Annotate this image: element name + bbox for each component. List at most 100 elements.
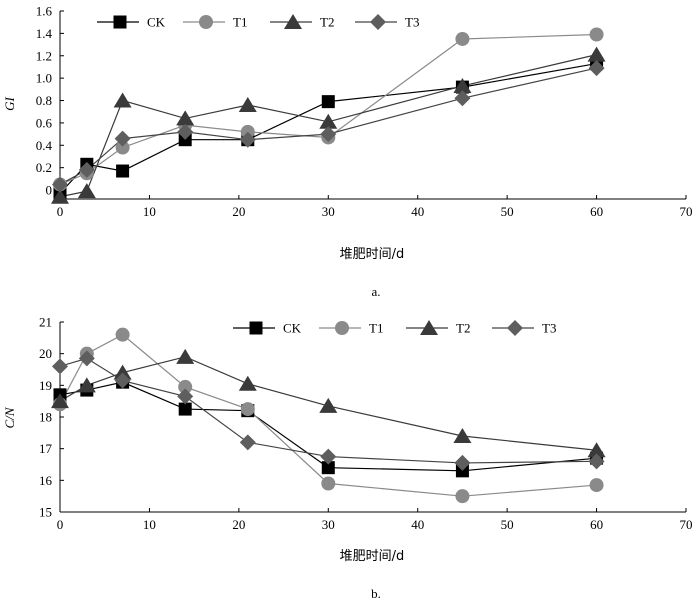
data-point-t1 [455, 31, 470, 46]
data-point-t3 [52, 176, 68, 193]
legend-marker-ck [113, 15, 127, 29]
x-tick-label: 0 [57, 204, 64, 219]
x-tick-label: 0 [57, 517, 64, 532]
legend-label-t3: T3 [405, 15, 419, 30]
x-tick-label: 20 [232, 204, 245, 219]
y-tick-label: 1.6 [36, 4, 53, 19]
legend-label-t3: T3 [542, 321, 556, 336]
legend-label-t1: T1 [233, 15, 247, 30]
data-point-t3 [454, 90, 471, 107]
data-point-t3 [588, 60, 605, 77]
data-point-t2 [77, 377, 96, 393]
x-tick-label: 70 [680, 517, 693, 532]
y-tick-label: 20 [39, 346, 52, 361]
legend-marker-t1 [335, 321, 349, 335]
panel-caption: a. [371, 284, 380, 299]
legend-marker-t3 [370, 14, 386, 30]
data-point-t2 [453, 77, 472, 93]
y-tick-label: 18 [39, 410, 52, 425]
data-point-t1 [115, 140, 130, 155]
x-tick-label: 60 [590, 204, 603, 219]
data-point-t3 [320, 126, 337, 143]
data-point-t3 [239, 434, 256, 451]
data-point-t2 [113, 364, 132, 380]
x-axis-label: 堆肥时间/d [340, 247, 405, 262]
data-point-ck [321, 95, 335, 109]
data-point-t2 [77, 183, 96, 199]
y-tick-label: 0.4 [36, 138, 53, 153]
y-tick-label: 1.0 [36, 71, 52, 86]
data-point-t3 [239, 131, 256, 148]
data-point-t2 [453, 428, 472, 443]
legend-label-t2: T2 [456, 321, 470, 336]
x-tick-label: 30 [322, 517, 335, 532]
data-point-t2 [319, 397, 338, 413]
legend-label-ck: CK [147, 15, 166, 30]
data-point-ck [321, 461, 335, 475]
legend-marker-t2 [420, 320, 438, 335]
x-tick-label: 40 [411, 517, 424, 532]
legend-marker-ck [249, 321, 263, 335]
legend-label-ck: CK [283, 321, 302, 336]
data-point-t1 [321, 476, 336, 491]
x-tick-label: 30 [322, 204, 335, 219]
data-point-t1 [115, 327, 130, 342]
x-tick-label: 40 [411, 204, 424, 219]
panel-caption: b. [371, 586, 381, 601]
data-point-t2 [51, 188, 69, 204]
legend-marker-t2 [284, 14, 302, 29]
y-axis-label: GI [2, 96, 17, 110]
y-tick-label: 15 [39, 505, 52, 520]
x-tick-label: 70 [680, 204, 693, 219]
data-point-t2 [238, 375, 257, 391]
data-point-t3 [78, 161, 95, 178]
y-tick-label: 16 [39, 473, 53, 488]
y-tick-label: 1.4 [36, 26, 53, 41]
data-point-t3 [588, 453, 605, 470]
x-axis-label: 堆肥时间/d [340, 549, 405, 564]
data-point-t3 [320, 448, 337, 465]
y-tick-label: 19 [39, 378, 52, 393]
data-point-t2 [51, 393, 69, 409]
data-point-t3 [114, 130, 131, 147]
data-point-t3 [78, 350, 95, 367]
x-tick-label: 50 [501, 517, 514, 532]
y-tick-label: 1.2 [36, 48, 52, 63]
data-point-t2 [587, 442, 606, 458]
legend-marker-t1 [199, 15, 213, 29]
series-line-t3 [59, 357, 597, 464]
data-point-t2 [319, 113, 338, 129]
x-tick-label: 20 [232, 517, 245, 532]
y-tick-label: 21 [39, 315, 52, 330]
data-point-t2 [176, 110, 195, 126]
x-tick-label: 50 [501, 204, 514, 219]
data-point-t1 [240, 402, 255, 417]
y-tick-label: 17 [39, 441, 53, 456]
data-point-t1 [178, 379, 193, 394]
data-point-t2 [176, 348, 195, 364]
y-tick-label: 0.8 [36, 93, 52, 108]
data-point-t2 [238, 97, 257, 112]
y-tick-label: 0.2 [36, 160, 52, 175]
data-point-ck [178, 402, 192, 416]
data-point-t1 [589, 27, 604, 42]
y-tick-label: 0 [46, 183, 53, 198]
data-point-ck [116, 164, 130, 178]
x-tick-label: 10 [143, 517, 156, 532]
series-line-t2 [59, 356, 597, 451]
chart-panel-b: C/N 堆肥时间/d b. 0 10 20 30 40 50 60 70 15 16 17 18 19 2… [2, 315, 693, 602]
y-axis-label: C/N [2, 406, 17, 428]
x-tick-label: 10 [143, 204, 156, 219]
data-point-t2 [587, 46, 606, 62]
data-point-t3 [177, 123, 194, 140]
data-point-t3 [114, 372, 131, 389]
chart-panel-a: GI 堆肥时间/d a. 0 10 20 30 40 50 60 70 0 0.2 0.4 0.6 0.… [2, 4, 693, 300]
y-tick-label: 0.6 [36, 115, 53, 130]
data-point-t3 [177, 388, 194, 405]
data-point-t2 [113, 92, 132, 108]
x-tick-label: 60 [590, 517, 603, 532]
legend-marker-t3 [507, 320, 523, 336]
data-point-t1 [589, 478, 604, 493]
data-point-t3 [52, 358, 68, 375]
